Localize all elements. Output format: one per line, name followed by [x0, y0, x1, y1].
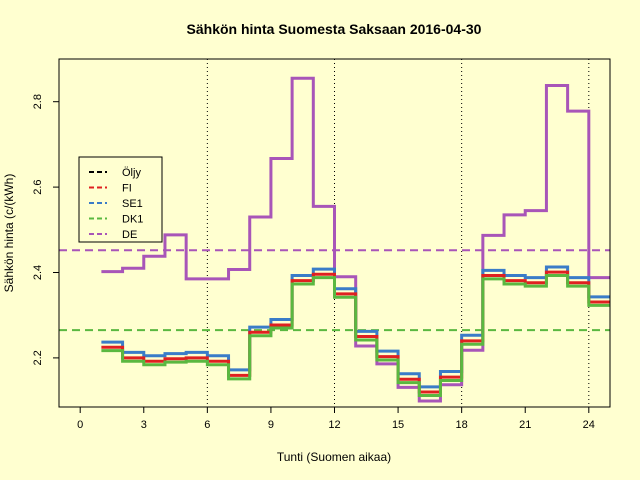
x-tick-label: 18 [456, 419, 468, 431]
x-tick-label: 6 [204, 419, 210, 431]
legend-box [78, 156, 163, 243]
chart-title: Sähkön hinta Suomesta Saksaan 2016-04-30 [187, 21, 482, 37]
legend: Öljy FI SE1 DK1 DE [78, 156, 163, 243]
legend-label: SE1 [122, 198, 143, 210]
series-line-dk1 [101, 273, 610, 397]
y-tick-label: 2.4 [32, 265, 44, 280]
y-tick-label: 2.6 [32, 179, 44, 194]
x-tick-label: 0 [77, 419, 83, 431]
legend-items: Öljy FI SE1 DK1 DE [89, 167, 143, 241]
series-layer [101, 76, 610, 403]
x-tick-label: 24 [583, 419, 595, 431]
legend-label: Öljy [122, 167, 141, 179]
x-tick-label: 15 [392, 419, 404, 431]
series-line-de [101, 76, 610, 403]
legend-label: FI [122, 183, 132, 195]
x-tick-label: 21 [519, 419, 531, 431]
y-tick-label: 2.2 [32, 350, 44, 365]
axis-layer: 0 3 6 9 12 15 18 21 24 2.2 2.4 2.6 2.8 [32, 94, 595, 431]
x-axis-label: Tunti (Suomen aikaa) [277, 450, 391, 464]
x-tick-label: 12 [328, 419, 340, 431]
x-tick-label: 9 [268, 419, 274, 431]
legend-label: DE [122, 229, 137, 241]
y-axis-label: Sähkön hinta (c/(kWh) [2, 174, 16, 293]
legend-label: DK1 [122, 214, 143, 226]
x-tick-label: 3 [141, 419, 147, 431]
y-tick-label: 2.8 [32, 94, 44, 109]
